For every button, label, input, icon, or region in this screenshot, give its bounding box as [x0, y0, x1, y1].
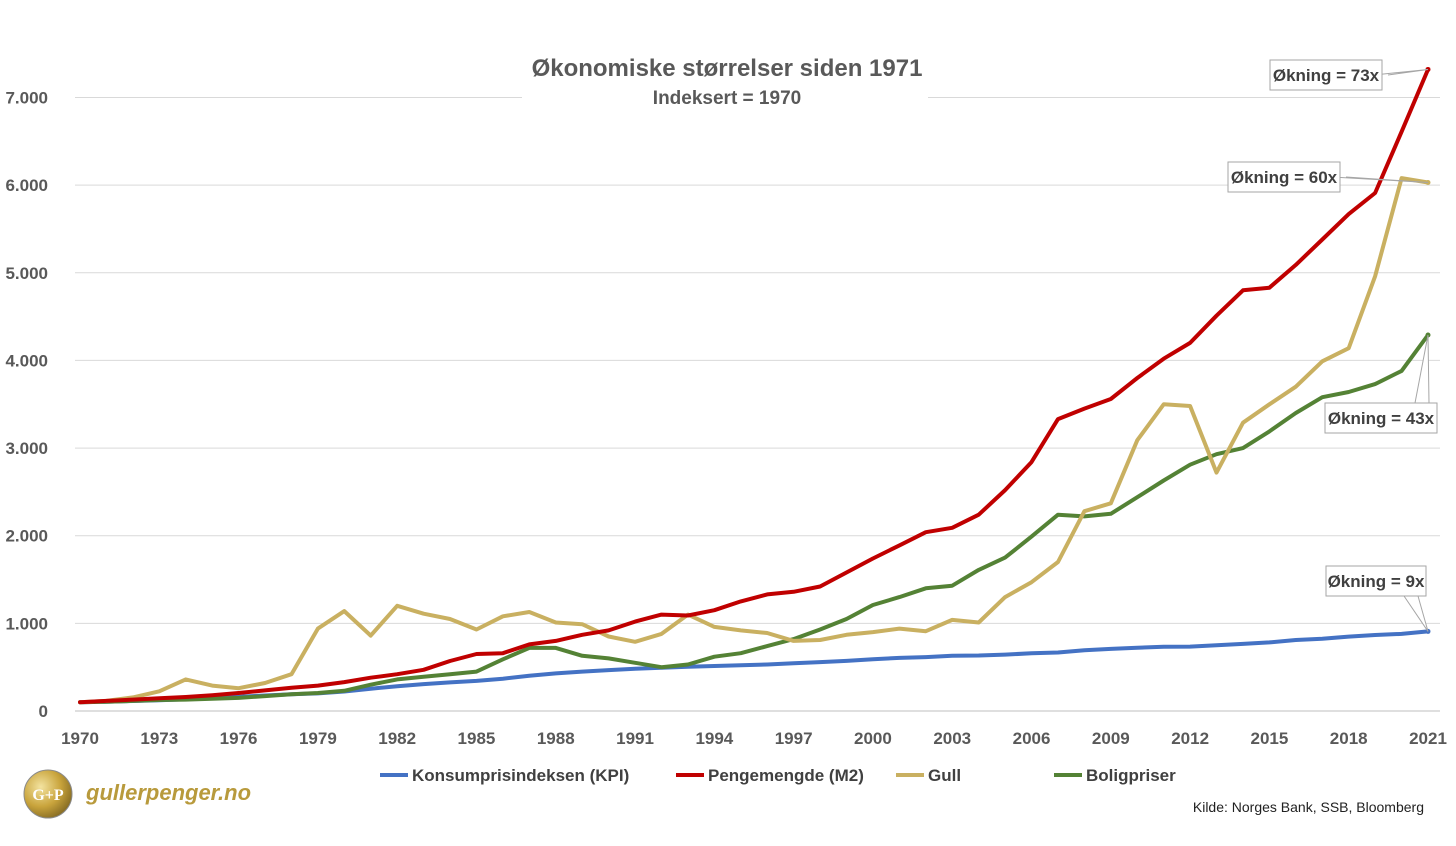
y-tick-label: 0	[39, 702, 48, 721]
legend-label: Gull	[928, 766, 961, 785]
callout-label: Økning = 60x	[1231, 168, 1338, 187]
x-tick-label: 1976	[220, 729, 258, 748]
callout-label: Økning = 73x	[1273, 66, 1380, 85]
y-tick-label: 2.000	[5, 527, 48, 546]
series-line-pengemengde-m2-	[78, 67, 1430, 705]
callout-box	[1325, 565, 1427, 597]
legend-label: Konsumprisindeksen (KPI)	[412, 766, 629, 785]
legend-item: Boligpriser	[1054, 766, 1176, 785]
y-tick-label: 7.000	[5, 89, 48, 108]
x-tick-label: 1982	[378, 729, 416, 748]
chart-title: Økonomiske størrelser siden 1971	[532, 55, 923, 82]
x-tick-label: 1985	[458, 729, 496, 748]
callout-box	[1324, 402, 1438, 434]
legend-label: Boligpriser	[1086, 766, 1176, 785]
callouts: Økning = 73x Økning = 60x Økning = 43x Økni…	[1227, 59, 1438, 632]
series-line-konsumprisindeksen-kpi-	[78, 629, 1430, 705]
callout-box	[1227, 161, 1341, 193]
x-tick-label: 1979	[299, 729, 337, 748]
chart-subtitle: Indeksert = 1970	[653, 88, 801, 109]
x-tick-label: 2006	[1013, 729, 1051, 748]
x-tick-label: 2021	[1409, 729, 1447, 748]
callout-pointer	[1403, 595, 1429, 632]
callout-pointer	[1414, 334, 1430, 404]
callout-label: Økning = 9x	[1328, 572, 1425, 591]
legend-label: Pengemengde (M2)	[708, 766, 864, 785]
callout: Økning = 9x	[1325, 565, 1429, 632]
x-tick-label: 1991	[616, 729, 654, 748]
y-tick-label: 3.000	[5, 439, 48, 458]
x-tick-label: 1970	[61, 729, 99, 748]
callout: Økning = 43x	[1324, 334, 1438, 434]
grid-lines	[75, 97, 1440, 712]
series-lines	[78, 66, 1431, 705]
x-tick-label: 1994	[695, 729, 733, 748]
x-tick-label: 2000	[854, 729, 892, 748]
series-line-gull	[78, 176, 1430, 705]
title-background	[522, 50, 928, 122]
brand-logo: G+P gullerpenger.no	[23, 769, 251, 819]
callout-label: Økning = 43x	[1328, 409, 1435, 428]
legend: Konsumprisindeksen (KPI) Pengemengde (M2)…	[380, 766, 1176, 785]
logo-coin	[23, 769, 73, 819]
y-tick-label: 6.000	[5, 176, 48, 195]
x-tick-label: 1997	[775, 729, 813, 748]
x-tick-label: 2003	[933, 729, 971, 748]
x-tick-label: 2012	[1171, 729, 1209, 748]
legend-item: Gull	[896, 766, 961, 785]
y-tick-label: 4.000	[5, 351, 48, 370]
x-tick-label: 2015	[1250, 729, 1288, 748]
x-tick-label: 2018	[1330, 729, 1368, 748]
callout: Økning = 73x	[1269, 59, 1429, 91]
y-tick-label: 1.000	[5, 614, 48, 633]
y-tick-label: 5.000	[5, 264, 48, 283]
x-tick-label: 1988	[537, 729, 575, 748]
x-tick-label: 2009	[1092, 729, 1130, 748]
series-line-boligpriser	[78, 333, 1430, 705]
callout-box	[1269, 59, 1383, 91]
logo-letters: G+P	[32, 787, 64, 804]
callout: Økning = 60x	[1227, 161, 1429, 193]
callout-pointer	[1373, 68, 1429, 76]
y-axis: 0 1.000 2.000 3.000 4.000 5.000 6.000 7.000	[5, 89, 48, 722]
legend-item: Pengemengde (M2)	[676, 766, 864, 785]
brand-name: gullerpenger.no	[85, 780, 251, 805]
source-note: Kilde: Norges Bank, SSB, Bloomberg	[1193, 799, 1424, 815]
x-tick-label: 1973	[140, 729, 178, 748]
x-axis: 1970 1973 1976 1979 1982 1985 1988 1991 1994 1997…	[61, 729, 1447, 748]
legend-item: Konsumprisindeksen (KPI)	[380, 766, 629, 785]
